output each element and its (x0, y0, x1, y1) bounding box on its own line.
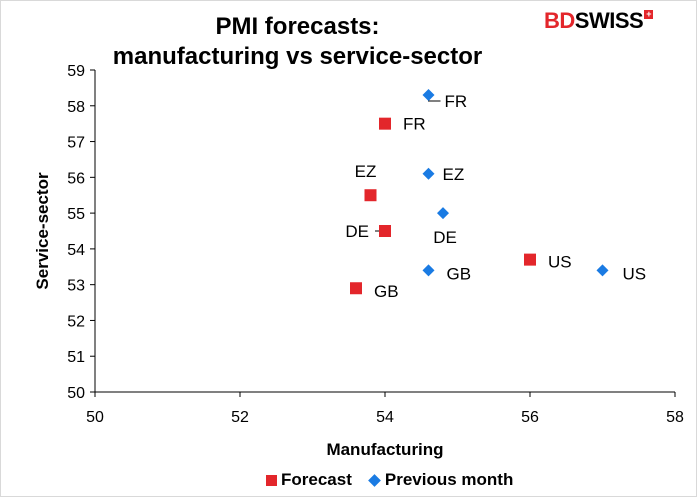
forecast-label-gb: GB (374, 282, 399, 301)
y-tick-label: 55 (67, 206, 85, 223)
y-axis-title: Service-sector (33, 172, 52, 290)
y-tick-label: 56 (67, 170, 85, 187)
y-tick-label: 59 (67, 63, 85, 80)
previous-point-de (437, 207, 449, 220)
legend-diamond-icon (368, 474, 381, 487)
legend-label-forecast: Forecast (281, 470, 352, 489)
x-axis-title: Manufacturing (326, 440, 443, 459)
y-tick-label: 52 (67, 313, 85, 330)
forecast-point-gb (350, 282, 362, 295)
previous-point-ez (422, 167, 435, 180)
x-tick-label: 56 (521, 409, 539, 426)
brand-logo-swiss: SWISS (574, 8, 644, 33)
previous-point-us (596, 264, 609, 277)
previous-label-us: US (623, 264, 647, 283)
forecast-point-ez (364, 189, 377, 202)
forecast-point-us (524, 253, 536, 266)
x-tick-label: 58 (666, 409, 684, 426)
forecast-label-ez: EZ (355, 162, 377, 181)
previous-point-fr (422, 89, 435, 102)
chart-title: PMI forecasts: manufacturing vs service-… (95, 12, 500, 72)
y-tick-label: 57 (67, 135, 85, 152)
y-tick-label: 50 (67, 385, 85, 402)
legend-item-forecast: Forecast (266, 470, 352, 490)
y-tick-label: 51 (67, 349, 85, 366)
brand-logo: BDSWISS + (544, 8, 654, 34)
chart-title-line1: PMI forecasts: (215, 13, 380, 40)
legend: Forecast Previous month (266, 470, 529, 490)
brand-logo-bd: BD (544, 8, 575, 33)
forecast-label-fr: FR (403, 115, 426, 134)
x-tick-label: 52 (231, 409, 249, 426)
forecast-point-fr (379, 117, 391, 130)
chart-title-line2: manufacturing vs service-sector (112, 43, 483, 70)
x-tick-label: 54 (376, 409, 394, 426)
brand-plus-icon: + (644, 10, 654, 19)
previous-label-gb: GB (447, 264, 472, 283)
legend-item-previous: Previous month (368, 470, 513, 490)
x-tick-label: 50 (86, 409, 104, 426)
previous-point-gb (422, 264, 435, 277)
y-tick-label: 58 (67, 99, 85, 116)
forecast-label-us: US (548, 253, 572, 272)
previous-label-fr: FR (445, 92, 468, 111)
previous-label-ez: EZ (443, 165, 465, 184)
legend-label-previous: Previous month (384, 470, 514, 489)
y-tick-label: 54 (67, 242, 85, 259)
y-tick-label: 53 (67, 278, 85, 295)
legend-square-icon (266, 475, 277, 486)
forecast-point-de (379, 225, 391, 237)
forecast-label-de: DE (345, 222, 369, 241)
previous-label-de: DE (433, 228, 457, 247)
